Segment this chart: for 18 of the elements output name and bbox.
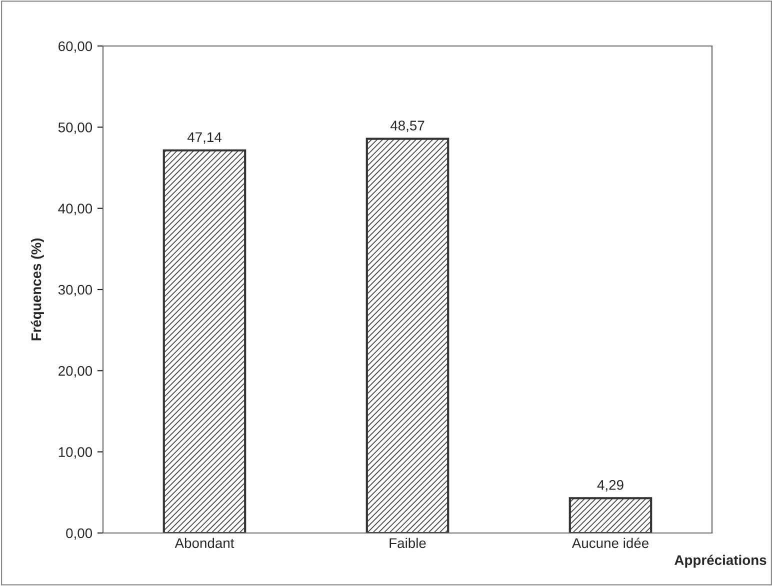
- data-label: 4,29: [597, 480, 624, 492]
- bar: [366, 138, 450, 533]
- y-tick-label: 40,00: [58, 204, 92, 216]
- x-tick-label: Aucune idée: [572, 538, 648, 548]
- x-tick-label: Abondant: [174, 538, 234, 548]
- y-tick-label: 60,00: [58, 41, 92, 53]
- y-tick-label: 0,00: [66, 528, 92, 540]
- x-axis-title: Appréciations: [674, 554, 766, 568]
- y-axis-title: Fréquences (%): [30, 238, 44, 340]
- bar: [162, 149, 246, 533]
- data-label: 47,14: [187, 132, 222, 144]
- x-tick-label: Faible: [390, 538, 426, 548]
- bar: [568, 497, 652, 533]
- y-tick-label: 50,00: [58, 122, 92, 134]
- y-tick-label: 10,00: [58, 447, 92, 459]
- data-label: 48,57: [390, 120, 424, 132]
- y-tick-label: 20,00: [58, 366, 92, 378]
- y-tick-label: 30,00: [58, 284, 92, 296]
